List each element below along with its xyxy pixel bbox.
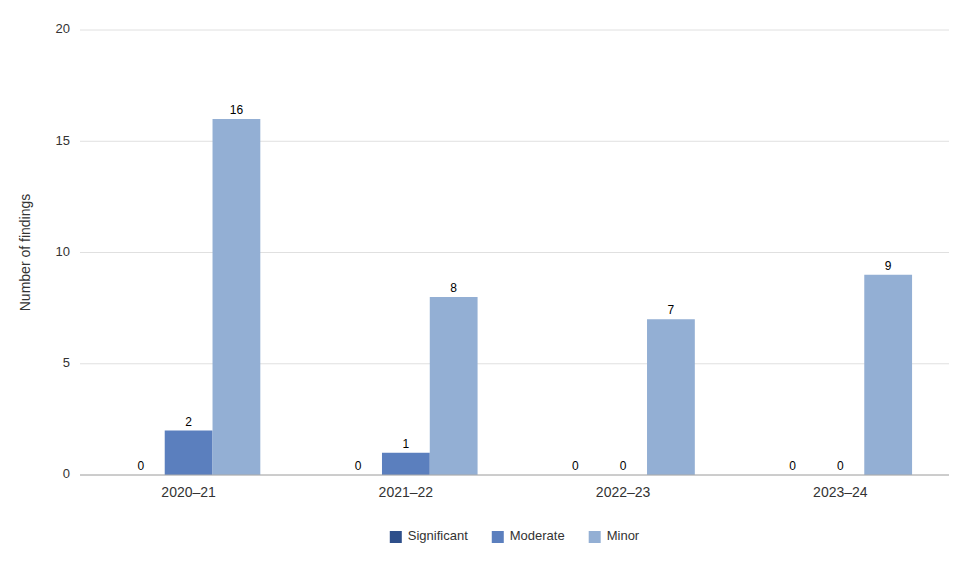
legend-label: Minor [607,528,640,543]
legend-swatch [492,531,504,543]
data-label: 9 [885,259,892,273]
data-label: 0 [355,459,362,473]
bar [382,453,430,475]
data-label: 0 [137,459,144,473]
grid-line [80,363,949,364]
data-labels: 0 0 0 0 2 1 0 0 16 8 7 9 [137,103,891,473]
x-tick-label: 2020–21 [161,484,216,500]
data-label: 1 [403,437,410,451]
x-tick-label: 2022–23 [596,484,651,500]
data-label: 0 [572,459,579,473]
grid-line [80,475,949,476]
y-tick-label: 15 [56,133,70,148]
legend-item: Minor [589,528,640,543]
chart: 05101520Number of findings00002100168792… [0,0,973,575]
y-tick-label: 20 [56,21,70,36]
data-label: 16 [230,103,244,117]
legend-swatch [390,531,402,543]
bar [165,431,213,476]
y-tick-label: 5 [63,355,70,370]
grid-line [80,30,949,31]
legend-label: Significant [408,528,468,543]
y-tick-label: 0 [63,466,70,481]
data-label: 0 [789,459,796,473]
data-label: 2 [185,415,192,429]
x-axis-line [80,475,949,476]
data-label: 0 [837,459,844,473]
legend-item: Moderate [492,528,565,543]
data-label: 0 [620,459,627,473]
grid [80,30,949,475]
legend-label: Moderate [510,528,565,543]
legend-swatch [589,531,601,543]
grid-line [80,141,949,142]
y-axis-label: Number of findings [17,194,33,312]
bar [647,319,695,475]
data-label: 8 [450,281,457,295]
legend: Significant Moderate Minor [390,528,640,543]
bar [213,119,261,475]
data-label: 7 [668,303,675,317]
x-tick-label: 2021–22 [379,484,434,500]
x-tick-label: 2023–24 [813,484,868,500]
grid-line [80,252,949,253]
y-tick-label: 10 [56,244,70,259]
legend-item: Significant [390,528,468,543]
bars [165,119,912,475]
bar [864,275,912,475]
bar [430,297,478,475]
